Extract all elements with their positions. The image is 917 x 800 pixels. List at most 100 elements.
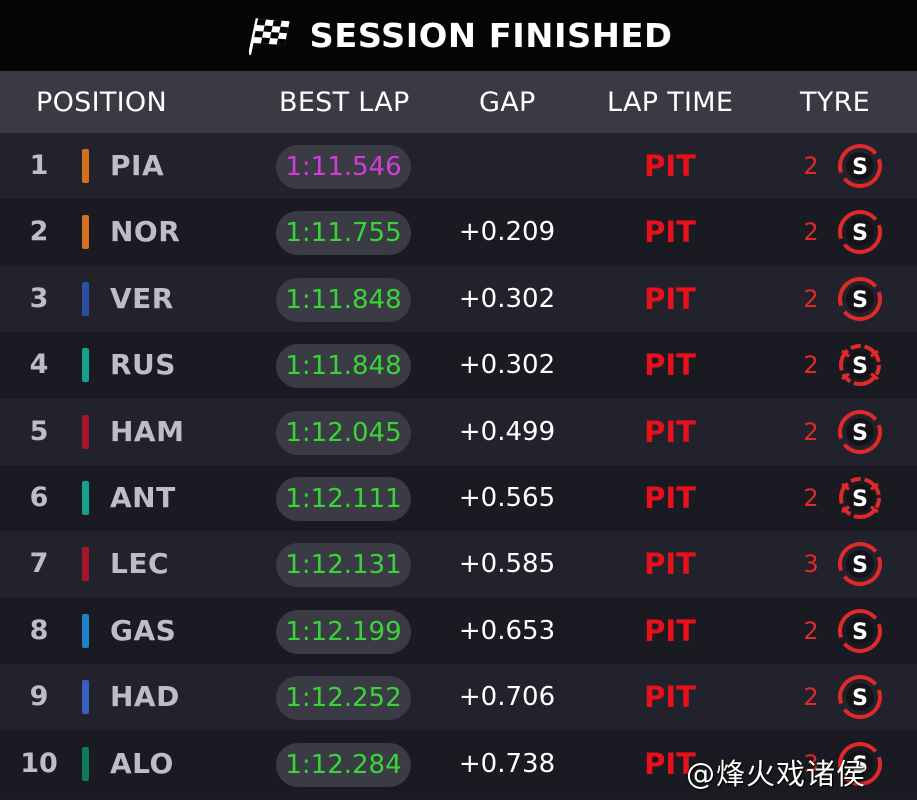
lap-time-status: PIT (644, 613, 696, 648)
soft-tyre-icon: S (838, 608, 882, 653)
driver-code: GAS (110, 613, 177, 647)
best-lap-time: 1:12.111 (276, 477, 411, 521)
soft-tyre-icon: S (838, 542, 882, 587)
position-number: 5 (29, 415, 49, 447)
team-color-bar (82, 680, 89, 715)
soft-tyre-icon: S (839, 477, 881, 519)
table-row[interactable]: 3 VER 1:11.848 +0.302 PIT 2 S (0, 265, 917, 332)
tyre-laps: 2 (803, 417, 819, 446)
header-position: POSITION (36, 87, 167, 118)
best-lap-time: 1:12.284 (276, 742, 411, 787)
tyre-laps: 2 (803, 152, 819, 180)
team-color-bar (82, 215, 89, 250)
lap-time-status: PIT (644, 547, 696, 582)
soft-tyre-icon: S (839, 344, 881, 387)
team-color-bar (82, 281, 89, 316)
driver-code: ALO (110, 746, 174, 780)
best-lap-time: 1:12.252 (276, 676, 411, 721)
tyre-laps: 3 (803, 749, 819, 778)
tyre-compound-letter: S (852, 620, 868, 645)
gap-value: +0.302 (458, 283, 556, 314)
tyre-compound-letter: S (852, 288, 868, 313)
best-lap-time: 1:12.131 (276, 543, 411, 588)
lap-time-status: PIT (644, 281, 696, 316)
driver-code: LEC (110, 547, 170, 581)
best-lap-time: 1:11.546 (276, 145, 411, 189)
lap-time-status: PIT (644, 680, 696, 715)
tyre-compound-letter: S (852, 553, 868, 578)
table-row[interactable]: 4 RUS 1:11.848 +0.302 PIT 2 S (0, 332, 917, 399)
tyre-laps: 2 (803, 616, 819, 645)
position-number: 9 (29, 681, 49, 713)
position-number: 1 (29, 150, 49, 181)
team-color-bar (82, 149, 89, 183)
tyre-laps: 2 (803, 484, 819, 512)
tyre-laps: 3 (803, 550, 819, 579)
best-lap-time: 1:11.848 (276, 277, 411, 322)
team-color-bar (82, 481, 89, 515)
driver-code: ANT (110, 481, 176, 514)
position-number: 6 (29, 482, 49, 513)
header-lap-time: LAP TIME (607, 87, 734, 118)
lap-time-status: PIT (644, 348, 696, 383)
team-color-bar (82, 613, 89, 648)
gap-value: +0.209 (458, 217, 556, 248)
tyre-compound-letter: S (852, 354, 868, 379)
driver-code: RUS (110, 348, 176, 382)
team-color-bar (82, 547, 89, 582)
table-row[interactable]: 8 GAS 1:12.199 +0.653 PIT 2 S (0, 597, 917, 664)
gap-value: +0.565 (458, 483, 556, 513)
position-number: 10 (20, 747, 58, 779)
best-lap-time: 1:12.199 (276, 609, 411, 654)
gap-value: +0.302 (458, 350, 556, 381)
lap-time-status: PIT (644, 481, 696, 515)
session-banner: SESSION FINISHED (0, 0, 917, 71)
tyre-compound-letter: S (852, 753, 868, 778)
team-color-bar (82, 414, 89, 449)
soft-tyre-icon: S (838, 210, 882, 255)
soft-tyre-icon: S (838, 741, 882, 786)
header-gap: GAP (479, 87, 536, 118)
header-tyre: TYRE (800, 87, 871, 118)
position-number: 4 (29, 349, 49, 381)
best-lap-time: 1:11.848 (276, 344, 411, 389)
tyre-laps: 2 (803, 683, 819, 712)
position-number: 7 (29, 548, 49, 580)
lap-time-status: PIT (644, 215, 696, 250)
gap-value: +0.653 (458, 615, 556, 646)
soft-tyre-icon: S (838, 144, 882, 188)
driver-code: NOR (110, 215, 181, 249)
position-number: 3 (29, 282, 49, 314)
checkered-flag-icon (248, 17, 290, 55)
position-number: 2 (29, 216, 49, 248)
lap-time-status: PIT (644, 414, 696, 449)
table-row[interactable]: 5 HAM 1:12.045 +0.499 PIT 2 S (0, 398, 917, 465)
tyre-compound-letter: S (852, 686, 868, 711)
tyre-compound-letter: S (852, 221, 868, 246)
table-row[interactable]: 7 LEC 1:12.131 +0.585 PIT 3 S (0, 531, 917, 598)
driver-code: HAM (110, 414, 185, 448)
best-lap-time: 1:12.045 (276, 410, 411, 455)
table-row[interactable]: 9 HAD 1:12.252 +0.706 PIT 2 S (0, 664, 917, 731)
table-row[interactable]: 6 ANT 1:12.111 +0.565 PIT 2 S (0, 465, 917, 531)
lap-time-status: PIT (644, 149, 696, 183)
driver-code: VER (110, 281, 174, 315)
tyre-laps: 2 (803, 351, 819, 380)
tyre-compound-letter: S (852, 421, 868, 446)
gap-value: +0.738 (458, 748, 556, 779)
soft-tyre-icon: S (838, 675, 882, 720)
table-row[interactable]: 10 ALO 1:12.284 +0.738 PIT 3 S (0, 730, 917, 797)
team-color-bar (82, 348, 89, 383)
table-row[interactable]: 1 PIA 1:11.546 PIT 2 S (0, 133, 917, 199)
tyre-laps: 2 (803, 218, 819, 247)
banner-title: SESSION FINISHED (309, 16, 672, 55)
team-color-bar (82, 746, 89, 781)
table-header: POSITION BEST LAP GAP LAP TIME TYRE (0, 71, 917, 133)
table-row[interactable]: 2 NOR 1:11.755 +0.209 PIT 2 S (0, 199, 917, 266)
gap-value: +0.585 (458, 549, 556, 580)
driver-code: PIA (110, 149, 165, 182)
soft-tyre-icon: S (838, 409, 882, 454)
header-best-lap: BEST LAP (279, 87, 410, 118)
tyre-compound-letter: S (852, 487, 868, 512)
position-number: 8 (29, 614, 49, 646)
